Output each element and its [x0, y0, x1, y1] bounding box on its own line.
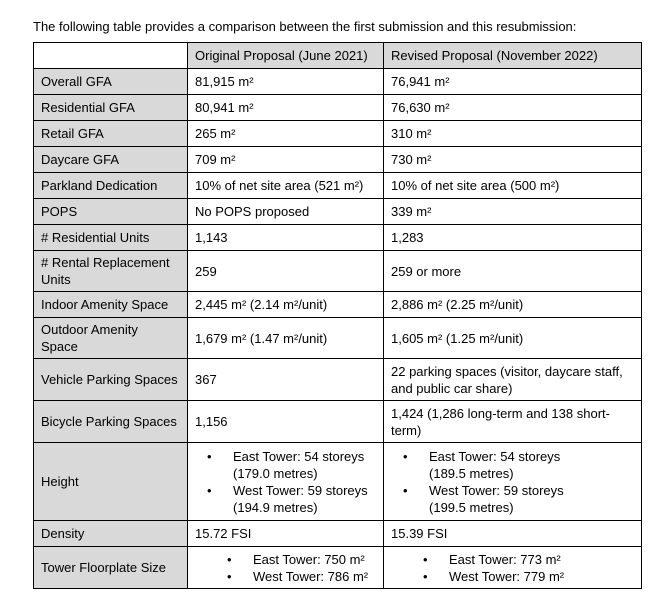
cell-original: 1,156 — [187, 400, 384, 443]
cell-revised: 76,630 m² — [383, 94, 642, 121]
cell-revised: 1,283 — [383, 224, 642, 251]
table-row: Daycare GFA 709 m² 730 m² — [33, 146, 642, 173]
table-row: # Rental Replacement Units 259 259 or mo… — [33, 250, 642, 292]
header-revised-proposal: Revised Proposal (November 2022) — [383, 42, 642, 69]
table-header-row: Original Proposal (June 2021) Revised Pr… — [33, 42, 642, 69]
bullet-list: East Tower: 773 m² West Tower: 779 m² — [391, 551, 636, 585]
cell-original: East Tower: 54 storeys (179.0 metres) We… — [187, 442, 384, 521]
row-label: Outdoor Amenity Space — [33, 317, 188, 359]
table-row-height: Height East Tower: 54 storeys (179.0 met… — [33, 442, 642, 521]
table-row: Retail GFA 265 m² 310 m² — [33, 120, 642, 147]
cell-original: East Tower: 750 m² West Tower: 786 m² — [187, 546, 384, 589]
cell-original: 1,143 — [187, 224, 384, 251]
list-item: East Tower: 54 storeys (189.5 metres) — [403, 448, 636, 482]
table-row: Parkland Dedication 10% of net site area… — [33, 172, 642, 199]
cell-revised: 10% of net site area (500 m²) — [383, 172, 642, 199]
row-label: Retail GFA — [33, 120, 188, 147]
row-label: Overall GFA — [33, 68, 188, 95]
table-row-floorplate: Tower Floorplate Size East Tower: 750 m²… — [33, 546, 642, 589]
cell-revised: East Tower: 54 storeys (189.5 metres) We… — [383, 442, 642, 521]
row-label: Indoor Amenity Space — [33, 291, 188, 318]
cell-revised: 259 or more — [383, 250, 642, 292]
list-item: West Tower: 786 m² — [227, 568, 378, 585]
intro-text: The following table provides a compariso… — [33, 19, 577, 34]
cell-revised: 1,605 m² (1.25 m²/unit) — [383, 317, 642, 359]
row-label: Height — [33, 442, 188, 521]
cell-revised: 76,941 m² — [383, 68, 642, 95]
list-item: West Tower: 59 storeys (194.9 metres) — [207, 482, 378, 516]
cell-revised: 310 m² — [383, 120, 642, 147]
table-row: POPS No POPS proposed 339 m² — [33, 198, 642, 225]
list-item: East Tower: 773 m² — [423, 551, 636, 568]
row-label: POPS — [33, 198, 188, 225]
comparison-table: Original Proposal (June 2021) Revised Pr… — [33, 42, 642, 589]
cell-revised: 22 parking spaces (visitor, daycare staf… — [383, 358, 642, 401]
row-label: Vehicle Parking Spaces — [33, 358, 188, 401]
bullet-list: East Tower: 750 m² West Tower: 786 m² — [195, 551, 378, 585]
bullet-list: East Tower: 54 storeys (179.0 metres) We… — [195, 448, 378, 516]
row-label: # Residential Units — [33, 224, 188, 251]
table-row: Indoor Amenity Space 2,445 m² (2.14 m²/u… — [33, 291, 642, 318]
table-row: Vehicle Parking Spaces 367 22 parking sp… — [33, 358, 642, 401]
list-item: East Tower: 54 storeys (179.0 metres) — [207, 448, 378, 482]
table-row: Bicycle Parking Spaces 1,156 1,424 (1,28… — [33, 400, 642, 443]
cell-original: 2,445 m² (2.14 m²/unit) — [187, 291, 384, 318]
cell-revised: 730 m² — [383, 146, 642, 173]
table-row: Residential GFA 80,941 m² 76,630 m² — [33, 94, 642, 121]
bullet-list: East Tower: 54 storeys (189.5 metres) We… — [391, 448, 636, 516]
cell-revised: 2,886 m² (2.25 m²/unit) — [383, 291, 642, 318]
table-row: # Residential Units 1,143 1,283 — [33, 224, 642, 251]
row-label: Density — [33, 520, 188, 547]
cell-original: 81,915 m² — [187, 68, 384, 95]
cell-original: 10% of net site area (521 m²) — [187, 172, 384, 199]
table-row: Density 15.72 FSI 15.39 FSI — [33, 520, 642, 547]
row-label: # Rental Replacement Units — [33, 250, 188, 292]
cell-original: No POPS proposed — [187, 198, 384, 225]
cell-original: 259 — [187, 250, 384, 292]
cell-revised: 1,424 (1,286 long-term and 138 short-ter… — [383, 400, 642, 443]
header-corner-cell — [33, 42, 188, 69]
list-item: West Tower: 59 storeys (199.5 metres) — [403, 482, 636, 516]
cell-revised: East Tower: 773 m² West Tower: 779 m² — [383, 546, 642, 589]
cell-original: 709 m² — [187, 146, 384, 173]
cell-original: 15.72 FSI — [187, 520, 384, 547]
row-label: Bicycle Parking Spaces — [33, 400, 188, 443]
row-label: Parkland Dedication — [33, 172, 188, 199]
header-original-proposal: Original Proposal (June 2021) — [187, 42, 384, 69]
cell-revised: 339 m² — [383, 198, 642, 225]
row-label: Residential GFA — [33, 94, 188, 121]
cell-original: 367 — [187, 358, 384, 401]
table-row: Outdoor Amenity Space 1,679 m² (1.47 m²/… — [33, 317, 642, 359]
cell-original: 80,941 m² — [187, 94, 384, 121]
row-label: Daycare GFA — [33, 146, 188, 173]
cell-original: 1,679 m² (1.47 m²/unit) — [187, 317, 384, 359]
row-label: Tower Floorplate Size — [33, 546, 188, 589]
table-row: Overall GFA 81,915 m² 76,941 m² — [33, 68, 642, 95]
list-item: East Tower: 750 m² — [227, 551, 378, 568]
cell-revised: 15.39 FSI — [383, 520, 642, 547]
cell-original: 265 m² — [187, 120, 384, 147]
row-label-text: Outdoor Amenity Space — [41, 322, 138, 354]
list-item: West Tower: 779 m² — [423, 568, 636, 585]
